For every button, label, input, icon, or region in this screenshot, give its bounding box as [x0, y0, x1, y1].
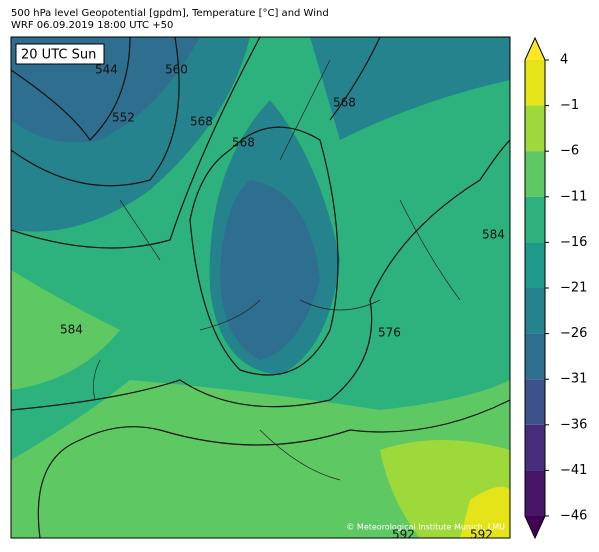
colorbar-tick-label: 4	[560, 53, 568, 68]
title: 500 hPa level Geopotential [gpdm], Tempe…	[11, 8, 329, 19]
map: 544 552 560 568 568 568 576 584 584 592 …	[11, 37, 510, 542]
colorbar-extend-top	[525, 38, 545, 60]
colorbar-extend-bottom	[525, 516, 545, 538]
contour-label: 560	[165, 63, 188, 77]
contour-label: 592	[392, 528, 415, 542]
contour-label: 568	[232, 136, 255, 150]
map-frame	[10, 36, 511, 539]
colorbar-tick-label: −41	[560, 463, 587, 478]
colorbar-band	[525, 105, 545, 152]
colorbar-tick-label: −21	[560, 281, 587, 296]
time-label: 20 UTC Sun	[21, 48, 96, 63]
contour-label: 568	[333, 96, 356, 110]
colorbar-tick-label: −11	[560, 189, 587, 204]
colorbar-band	[525, 470, 545, 516]
colorbar-tick-label: −6	[560, 144, 579, 159]
credit: © Meteorological Institute Munich, LMU	[346, 523, 505, 532]
colorbar-band	[525, 196, 545, 243]
colorbar-tick-label: −36	[560, 417, 587, 432]
contour-label: 544	[95, 63, 118, 77]
colorbar-band	[525, 288, 545, 334]
colorbar-tick-label: −31	[560, 372, 587, 387]
contour-label: 584	[60, 323, 83, 337]
subtitle: WRF 06.09.2019 18:00 UTC +50	[11, 20, 173, 31]
colorbar-band	[525, 333, 545, 380]
contour-label: 552	[112, 111, 135, 125]
colorbar-tick-label: −26	[560, 326, 587, 341]
contour-label: 592	[470, 528, 493, 542]
colorbar-tick-label: −1	[560, 98, 579, 113]
colorbar-band	[525, 379, 545, 425]
colorbar-band	[525, 60, 545, 106]
colorbar-tick-label: −16	[560, 235, 587, 250]
contour-label: 576	[378, 326, 401, 340]
contour-label: 568	[190, 115, 213, 129]
colorbar-band	[525, 151, 545, 197]
time-box	[15, 43, 105, 65]
colorbar-band	[525, 242, 545, 288]
colorbar-band	[525, 424, 545, 471]
contour-label: 584	[482, 228, 505, 242]
colorbar-tick-label: −46	[560, 509, 587, 524]
